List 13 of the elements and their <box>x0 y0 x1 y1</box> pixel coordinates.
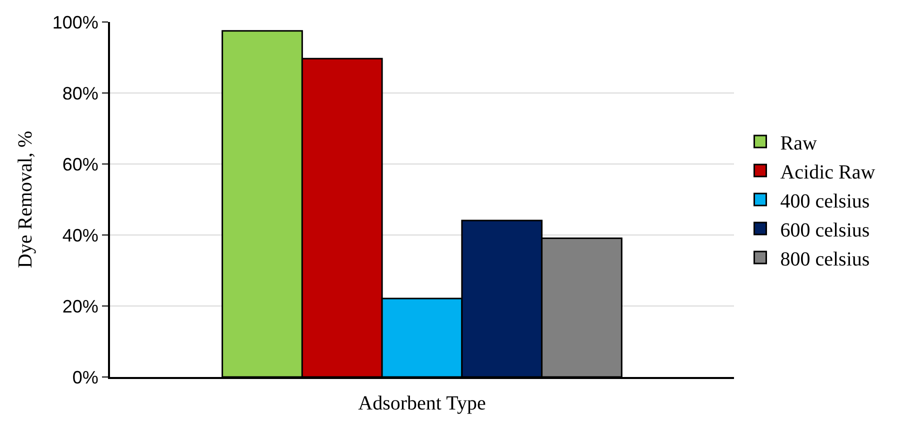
legend-label: 400 celsius <box>780 190 870 212</box>
y-tick-label: 40% <box>62 225 98 246</box>
legend-label: Acidic Raw <box>780 161 876 184</box>
y-tick-label: 0% <box>72 367 98 388</box>
legend-label: 800 celsius <box>780 248 870 270</box>
legend-label: 600 celsius <box>780 219 870 242</box>
x-axis-title: Adsorbent Type <box>358 392 486 414</box>
legend-label: Raw <box>780 132 818 154</box>
y-tick-label: 60% <box>62 154 98 174</box>
y-tick-label: 80% <box>62 83 98 104</box>
y-tick-label: 100% <box>52 12 98 32</box>
y-tick-label: 20% <box>62 296 98 316</box>
y-axis-title: Dye Removal, % <box>14 130 36 268</box>
